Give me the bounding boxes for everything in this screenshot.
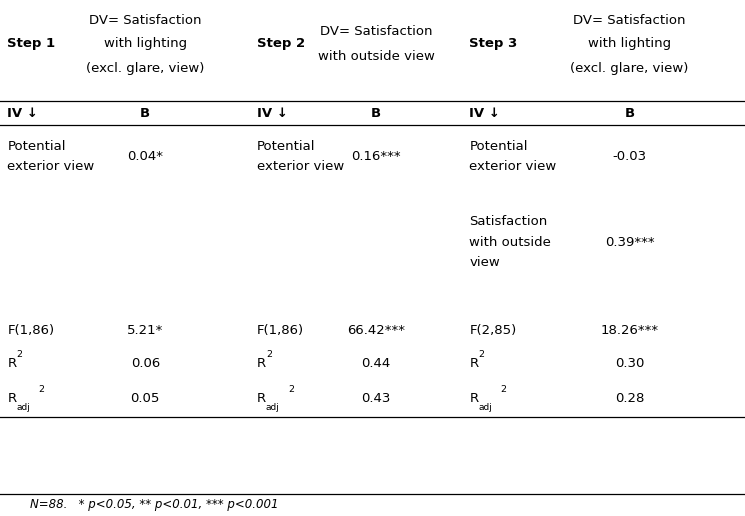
Text: 0.30: 0.30: [615, 357, 644, 370]
Text: R: R: [469, 392, 478, 405]
Text: 0.44: 0.44: [361, 357, 391, 370]
Text: IV ↓: IV ↓: [257, 107, 288, 120]
Text: B: B: [371, 107, 381, 120]
Text: 0.43: 0.43: [361, 392, 391, 405]
Text: R: R: [257, 392, 266, 405]
Text: 0.04*: 0.04*: [127, 150, 163, 163]
Text: -0.03: -0.03: [612, 150, 647, 163]
Text: view: view: [469, 255, 500, 269]
Text: adj: adj: [16, 402, 31, 412]
Text: exterior view: exterior view: [7, 160, 95, 173]
Text: (excl. glare, view): (excl. glare, view): [86, 61, 204, 75]
Text: 0.05: 0.05: [130, 392, 160, 405]
Text: F(1,86): F(1,86): [257, 324, 304, 337]
Text: B: B: [140, 107, 150, 120]
Text: 0.16***: 0.16***: [352, 150, 401, 163]
Text: IV ↓: IV ↓: [7, 107, 38, 120]
Text: 2: 2: [501, 384, 507, 394]
Text: R: R: [469, 357, 478, 370]
Text: F(2,85): F(2,85): [469, 324, 516, 337]
Text: 2: 2: [288, 384, 294, 394]
Text: 0.39***: 0.39***: [605, 236, 654, 249]
Text: Step 2: Step 2: [257, 37, 305, 51]
Text: B: B: [624, 107, 635, 120]
Text: DV= Satisfaction: DV= Satisfaction: [573, 14, 686, 27]
Text: 2: 2: [478, 350, 484, 359]
Text: with outside view: with outside view: [318, 50, 434, 63]
Text: 2: 2: [16, 350, 22, 359]
Text: IV ↓: IV ↓: [469, 107, 500, 120]
Text: Step 3: Step 3: [469, 37, 518, 51]
Text: 2: 2: [39, 384, 45, 394]
Text: with outside: with outside: [469, 236, 551, 249]
Text: 0.28: 0.28: [615, 392, 644, 405]
Text: 0.06: 0.06: [130, 357, 160, 370]
Text: Potential: Potential: [7, 139, 66, 153]
Text: 5.21*: 5.21*: [127, 324, 163, 337]
Text: DV= Satisfaction: DV= Satisfaction: [89, 14, 202, 27]
Text: with lighting: with lighting: [104, 37, 187, 51]
Text: 2: 2: [266, 350, 272, 359]
Text: Potential: Potential: [469, 139, 528, 153]
Text: R: R: [7, 357, 16, 370]
Text: R: R: [7, 392, 16, 405]
Text: 66.42***: 66.42***: [347, 324, 405, 337]
Text: adj: adj: [478, 402, 492, 412]
Text: F(1,86): F(1,86): [7, 324, 54, 337]
Text: exterior view: exterior view: [257, 160, 344, 173]
Text: with lighting: with lighting: [588, 37, 671, 51]
Text: Potential: Potential: [257, 139, 316, 153]
Text: Step 1: Step 1: [7, 37, 56, 51]
Text: Satisfaction: Satisfaction: [469, 215, 548, 229]
Text: adj: adj: [266, 402, 280, 412]
Text: (excl. glare, view): (excl. glare, view): [571, 61, 688, 75]
Text: R: R: [257, 357, 266, 370]
Text: N=88.   * p<0.05, ** p<0.01, *** p<0.001: N=88. * p<0.05, ** p<0.01, *** p<0.001: [30, 498, 279, 511]
Text: DV= Satisfaction: DV= Satisfaction: [320, 25, 433, 39]
Text: exterior view: exterior view: [469, 160, 557, 173]
Text: 18.26***: 18.26***: [600, 324, 659, 337]
